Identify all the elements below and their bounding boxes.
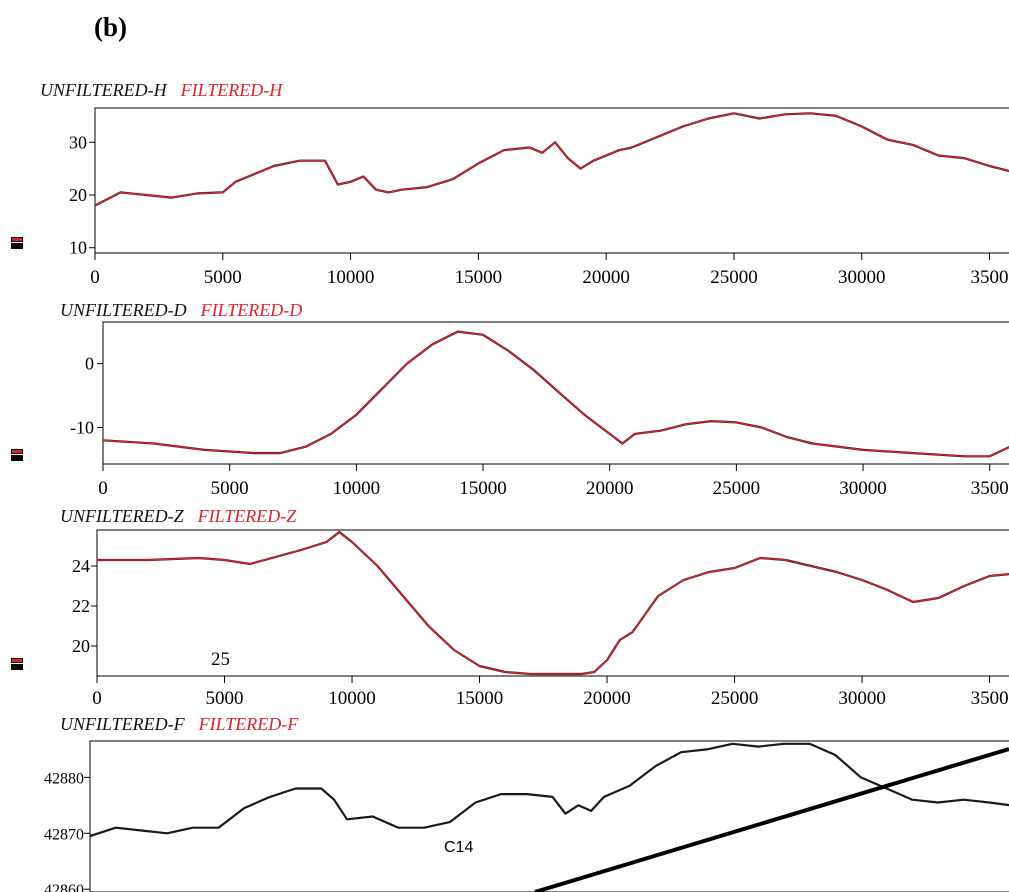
panel-label: (b): [94, 12, 127, 42]
plot-frame-2: [96, 529, 1009, 677]
y-tick-label-0-1: 20: [69, 185, 87, 205]
legend-unfiltered-d: UNFILTERED-D: [60, 300, 187, 320]
x-tick-label-2-7: 3500: [971, 688, 1009, 709]
series-line-0-0: [94, 112, 1009, 207]
y-tick-label-2-2: 20: [72, 636, 90, 656]
series-line-1-0: [102, 330, 1009, 458]
series-line-1-1: [102, 330, 1009, 457]
series-line-3-0: [89, 742, 1009, 838]
x-tick-label-1-5: 25000: [713, 478, 761, 499]
x-tick-label-2-1: 5000: [206, 688, 244, 709]
series-line-0-1: [94, 112, 1009, 207]
x-tick-label-2-0: 0: [92, 688, 102, 709]
series-toggle-z-icon[interactable]: [11, 658, 23, 671]
x-tick-label-1-6: 30000: [839, 478, 887, 499]
plot-frame-0: [94, 107, 1009, 254]
x-tick-label-2-2: 10000: [328, 688, 376, 709]
y-tick-label-3-1: 42870: [44, 826, 84, 843]
plot-frame-1: [102, 321, 1009, 465]
legend-filtered-z: FILTERED-Z: [197, 506, 297, 526]
series-toggle-h-icon[interactable]: [11, 237, 23, 250]
y-tick-label-1-1: -10: [70, 418, 94, 438]
x-tick-label-1-1: 5000: [211, 478, 249, 499]
series-line-2-0: [97, 530, 1009, 676]
legend-filtered-d: FILTERED-D: [200, 300, 303, 320]
x-tick-label-1-3: 15000: [459, 478, 507, 499]
x-tick-label-1-4: 20000: [586, 478, 634, 499]
x-tick-label-0-6: 30000: [838, 267, 886, 288]
overlay-line: [534, 747, 1009, 892]
y-tick-label-2-0: 24: [72, 556, 90, 576]
series-toggle-d-icon[interactable]: [11, 449, 23, 462]
y-tick-label-0-2: 30: [69, 132, 87, 152]
x-tick-label-0-4: 20000: [582, 267, 630, 288]
x-tick-label-0-5: 25000: [710, 267, 758, 288]
x-tick-label-0-0: 0: [90, 267, 100, 288]
x-tick-label-0-3: 15000: [455, 267, 503, 288]
x-tick-label-2-6: 30000: [838, 688, 886, 709]
y-tick-label-3-2: 42860: [44, 882, 84, 892]
x-tick-label-1-7: 3500: [971, 478, 1009, 499]
legend-unfiltered-f: UNFILTERED-F: [60, 714, 185, 734]
y-tick-label-3-0: 42880: [44, 770, 84, 787]
legend-unfiltered-h: UNFILTERED-H: [40, 80, 167, 100]
y-tick-label-0-0: 10: [69, 238, 87, 258]
y-tick-label-1-0: 0: [85, 354, 94, 374]
legend-d: UNFILTERED-D FILTERED-D: [60, 300, 302, 321]
series-line-2-1: [97, 531, 1009, 675]
legend-filtered-h: FILTERED-H: [180, 80, 283, 100]
x-tick-label-0-7: 3500: [971, 267, 1009, 288]
plot-frame-3: [89, 740, 1009, 892]
legend-h: UNFILTERED-H FILTERED-H: [40, 80, 282, 101]
x-tick-label-2-5: 25000: [711, 688, 759, 709]
y-tick-label-2-1: 22: [72, 596, 90, 616]
x-tick-label-0-1: 5000: [204, 267, 242, 288]
x-tick-label-1-0: 0: [98, 478, 108, 499]
legend-unfiltered-z: UNFILTERED-Z: [60, 506, 184, 526]
annotation-25: 25: [211, 649, 230, 670]
legend-f: UNFILTERED-F FILTERED-F: [60, 714, 298, 735]
legend-filtered-f: FILTERED-F: [198, 714, 299, 734]
x-tick-label-0-2: 10000: [327, 267, 375, 288]
annotation-c14: C14: [444, 839, 473, 856]
x-tick-label-1-2: 10000: [333, 478, 381, 499]
x-tick-label-2-3: 15000: [456, 688, 504, 709]
x-tick-label-2-4: 20000: [583, 688, 631, 709]
legend-z: UNFILTERED-Z FILTERED-Z: [60, 506, 296, 527]
